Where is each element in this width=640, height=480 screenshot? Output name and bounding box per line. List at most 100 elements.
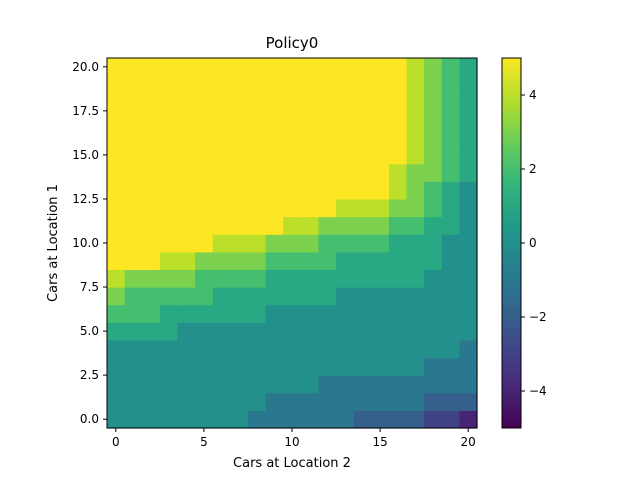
heatmap-cell [195, 339, 214, 359]
heatmap-cell [177, 110, 196, 130]
heatmap-cell [124, 357, 143, 376]
heatmap-cell [177, 234, 196, 253]
heatmap-cell [336, 410, 355, 429]
heatmap-cell [230, 375, 249, 394]
heatmap-cell [318, 146, 337, 165]
heatmap-cell [124, 269, 143, 288]
heatmap-cell [283, 58, 302, 77]
heatmap-cell [353, 128, 372, 147]
heatmap-cell [283, 287, 302, 306]
heatmap-cell [459, 322, 478, 341]
heatmap-cell [388, 163, 408, 182]
heatmap-cell [406, 163, 425, 182]
heatmap-cell [107, 269, 126, 288]
heatmap-cell [353, 163, 372, 182]
heatmap-cell [406, 234, 425, 253]
heatmap-cell [441, 146, 460, 165]
heatmap-cell [406, 287, 425, 306]
heatmap-cell [177, 322, 196, 341]
heatmap-cell [441, 93, 460, 112]
heatmap-cell [406, 198, 425, 218]
y-tick-label: 5.0 [80, 324, 99, 338]
heatmap-cell [124, 304, 143, 323]
heatmap-cell [142, 234, 161, 253]
heatmap-cell [459, 216, 478, 235]
heatmap-cell [247, 234, 267, 253]
heatmap-cell [318, 110, 337, 130]
heatmap-cell [441, 58, 460, 77]
heatmap-cell [318, 251, 337, 271]
heatmap-cell [388, 357, 408, 376]
heatmap-cell [424, 128, 443, 147]
y-axis-ticks: 0.0 2.5 5.0 7.5 10.0 12.5 15.0 17.5 20.0 [72, 60, 107, 426]
heatmap-cell [300, 392, 320, 411]
heatmap-cell [142, 181, 161, 200]
heatmap-cell [142, 198, 161, 218]
heatmap-cell [424, 251, 443, 271]
heatmap-cell [283, 216, 302, 235]
y-tick-label: 10.0 [72, 236, 99, 250]
heatmap-cell [247, 251, 267, 271]
heatmap-cell [424, 269, 443, 288]
heatmap-cell [424, 181, 443, 200]
heatmap-cell [318, 269, 337, 288]
heatmap-cell [424, 234, 443, 253]
chart-title: Policy0 [266, 34, 319, 52]
heatmap-cell [388, 198, 408, 218]
heatmap-cell [388, 269, 408, 288]
heatmap-cell [353, 58, 372, 77]
heatmap-cell [265, 234, 284, 253]
heatmap-cell [459, 181, 478, 200]
heatmap-cell [336, 322, 355, 341]
heatmap-cell [265, 93, 284, 112]
heatmap-cell [406, 375, 425, 394]
heatmap-cell [195, 128, 214, 147]
heatmap-cell [142, 375, 161, 394]
heatmap-cell [247, 75, 267, 94]
heatmap-cell [195, 410, 214, 429]
heatmap-cell [459, 128, 478, 147]
heatmap-cell [388, 251, 408, 271]
heatmap-cell [406, 181, 425, 200]
heatmap-cell [406, 304, 425, 323]
heatmap-cell [441, 322, 460, 341]
heatmap-cell [388, 339, 408, 359]
heatmap-cell [300, 75, 320, 94]
heatmap-cell [371, 287, 390, 306]
heatmap-cell [107, 181, 126, 200]
heatmap-cell [142, 322, 161, 341]
colorbar [501, 57, 522, 429]
heatmap-cell [142, 304, 161, 323]
heatmap-cell [406, 128, 425, 147]
heatmap-cell [300, 339, 320, 359]
heatmap-cell [353, 110, 372, 130]
heatmap-cell [371, 110, 390, 130]
heatmap-cell [124, 339, 143, 359]
heatmap-cell [388, 375, 408, 394]
heatmap-cell [107, 58, 126, 77]
heatmap-cell [265, 392, 284, 411]
heatmap-cell [177, 269, 196, 288]
heatmap-cell [230, 392, 249, 411]
heatmap-cell [300, 357, 320, 376]
heatmap-cell [230, 181, 249, 200]
heatmap-cell [124, 128, 143, 147]
heatmap-cell [353, 375, 372, 394]
heatmap-cell [265, 75, 284, 94]
heatmap-cell [124, 375, 143, 394]
heatmap-cell [159, 146, 179, 165]
heatmap-cell [283, 93, 302, 112]
heatmap-cell [406, 357, 425, 376]
heatmap-cell [107, 234, 126, 253]
heatmap-cell [107, 392, 126, 411]
heatmap-cell [459, 58, 478, 77]
heatmap-cell [283, 410, 302, 429]
heatmap-cell [424, 392, 443, 411]
heatmap-cell [142, 58, 161, 77]
heatmap-cell [107, 251, 126, 271]
heatmap-cell [159, 128, 179, 147]
heatmap-cell [212, 269, 231, 288]
heatmap-cell [265, 322, 284, 341]
heatmap-cell [459, 287, 478, 306]
heatmap-cell [406, 339, 425, 359]
